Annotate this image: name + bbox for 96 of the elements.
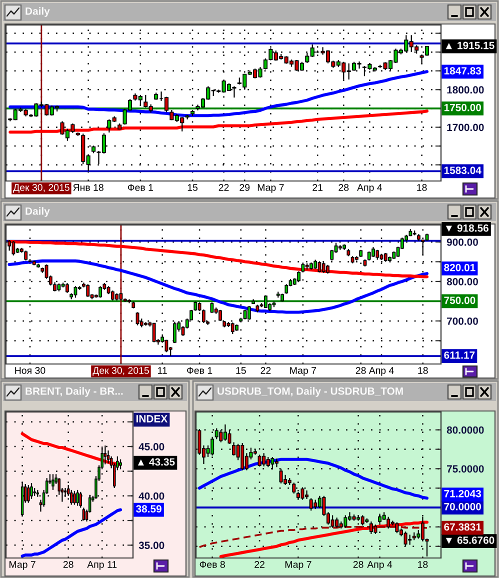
x-tick-label: 22 <box>260 367 271 374</box>
y-tick-label: 40.00 <box>138 492 164 500</box>
candlestick <box>314 499 318 510</box>
candlestick <box>372 246 375 258</box>
x-tick-label: 18 <box>418 561 428 568</box>
candlestick <box>223 424 227 442</box>
y-tick-label: 75.0000 <box>447 465 484 473</box>
line-series <box>8 240 429 278</box>
x-tick-label: Мар 7 <box>10 561 36 570</box>
candlestick <box>335 517 339 528</box>
candlestick <box>27 484 30 504</box>
x-tick-label: Янв 18 <box>73 184 104 191</box>
y-tick-label: 80.0000 <box>446 426 484 434</box>
ref-line-label: 611.17 <box>444 351 475 359</box>
y-tick-label: 900.00 <box>446 238 478 246</box>
x-tick-label: 22 <box>218 184 229 191</box>
x-tick-label: Мар 7 <box>285 561 312 570</box>
y-tick-label: 700.00 <box>447 317 478 325</box>
candlestick <box>76 489 79 506</box>
candlestick <box>314 259 318 270</box>
chart-title: BRENT, Daily - BR... <box>26 387 123 397</box>
y-tick-label: 35.00 <box>138 542 164 550</box>
candlestick <box>360 514 364 526</box>
text: INDEX <box>136 415 168 422</box>
text: ▼ 918.56 <box>446 224 488 232</box>
ref-line-label: 1583.04 <box>444 166 482 174</box>
text: ▼ 65.6760 <box>446 536 494 544</box>
candlestick <box>284 474 288 486</box>
candlestick <box>376 249 380 260</box>
candlestick <box>408 534 412 546</box>
x-tick-label: 28 <box>353 561 364 568</box>
x-tick-label: Дек 30, 2015 <box>13 184 70 193</box>
candlestick <box>309 498 313 512</box>
candlestick <box>86 284 90 298</box>
candlestick <box>344 514 348 528</box>
candlestick <box>106 450 110 464</box>
y-tick-label: 45.00 <box>138 443 164 450</box>
candlestick <box>264 294 268 308</box>
text: ▲ 1915.15 <box>446 42 494 50</box>
x-tick-label: 28 <box>356 367 366 374</box>
candlestick <box>374 524 378 534</box>
candlestick <box>24 250 28 262</box>
candlestick <box>74 286 78 298</box>
candlestick <box>274 458 278 468</box>
data-label: 71.2043 <box>444 490 482 498</box>
chart-title: Daily <box>26 207 50 217</box>
y-tick-label: 1800.00 <box>447 86 484 94</box>
ref-line-label: 70.0000 <box>444 502 482 510</box>
x-tick-label: 18 <box>417 184 427 191</box>
x-tick-label: 15 <box>236 367 246 374</box>
data-label: 38.59 <box>136 505 162 513</box>
candlestick <box>73 490 76 506</box>
y-tick-label: 800.00 <box>446 278 478 286</box>
y-tick-label: 1700.00 <box>447 124 484 132</box>
x-tick-label: 15 <box>188 184 198 191</box>
line-series <box>20 508 122 558</box>
x-tick-label: Мар 7 <box>290 367 316 376</box>
x-tick-label: Апр 11 <box>87 561 117 570</box>
x-tick-label: 18 <box>418 367 428 374</box>
x-tick-label: 11 <box>158 367 167 374</box>
x-tick-label: 28 <box>63 561 74 568</box>
ref-line-label: 750.00 <box>444 296 476 304</box>
data-label: 820.01 <box>444 264 476 272</box>
candlestick <box>266 456 270 468</box>
x-tick-label: Фев 1 <box>128 184 153 191</box>
x-tick-label: 21 <box>312 184 323 191</box>
candlestick <box>395 522 399 534</box>
candlestick <box>367 250 371 262</box>
candlestick <box>30 482 33 500</box>
x-tick-label: Фев 1 <box>187 367 212 374</box>
chart-title: USDRUB_TOM, Daily - USDRUB_TOM <box>218 387 403 397</box>
chart-title: Daily <box>26 7 50 17</box>
text: ▲ 43.35 <box>138 458 175 466</box>
x-tick-label: Дек 30, 2015 <box>92 367 149 376</box>
candlestick <box>210 302 214 314</box>
x-tick-label: Апр 4 <box>367 561 392 570</box>
candlestick <box>110 290 114 301</box>
x-tick-label: Апр 4 <box>357 184 382 193</box>
candlestick <box>119 458 122 470</box>
x-tick-label: Мар 7 <box>258 184 284 193</box>
x-tick-label: Ноя 30 <box>15 367 46 374</box>
candlestick <box>369 520 373 534</box>
candlestick <box>52 474 54 490</box>
data-label: 67.3831 <box>444 523 482 531</box>
candlestick <box>386 516 390 530</box>
candlestick <box>258 454 262 467</box>
x-tick-label: Апр 4 <box>368 367 394 376</box>
line-series <box>8 259 429 314</box>
candlestick <box>66 282 69 294</box>
data-label: 1847.83 <box>444 67 482 74</box>
x-tick-label: 29 <box>240 184 250 191</box>
candlestick <box>12 240 16 256</box>
x-tick-label: 28 <box>338 184 349 191</box>
ref-line-label: 1750.00 <box>444 104 482 112</box>
x-tick-label: Фев 8 <box>200 561 225 568</box>
x-tick-label: 22 <box>254 561 264 568</box>
